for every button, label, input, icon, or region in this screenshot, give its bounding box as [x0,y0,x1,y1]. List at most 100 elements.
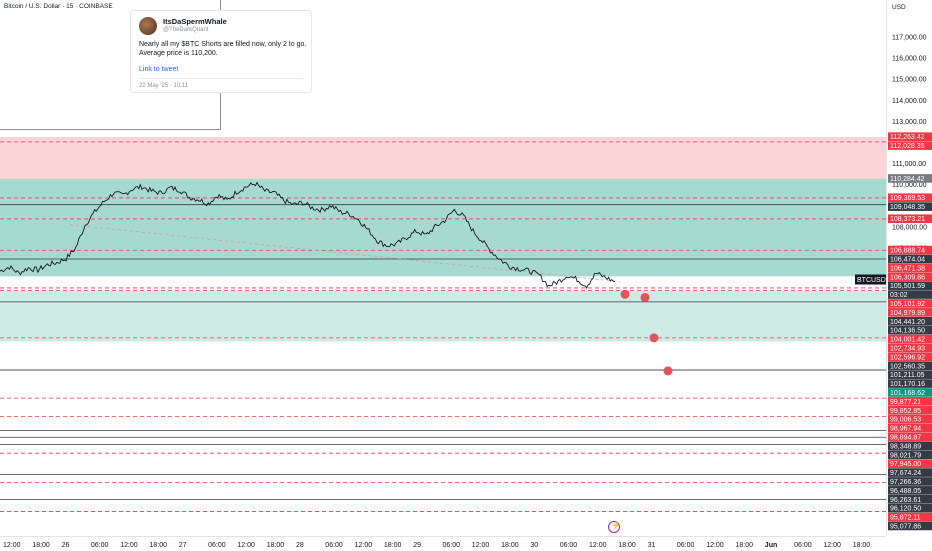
price-tag-bg [888,263,932,273]
time-tick: 06:00 [560,542,578,549]
price-tag: 104,136.50 [890,328,925,335]
price-tag-bg [888,214,932,224]
order-marker[interactable] [649,333,659,343]
price-tag-bg [888,334,932,344]
price-tag: 95,077.86 [890,523,921,530]
price-tag: 99,852.85 [890,408,921,415]
avatar [139,17,157,35]
time-tick: 12:00 [472,542,490,549]
price-tag-bg [888,432,932,442]
price-tag: 106,888.74 [890,248,925,255]
time-tick: 12:00 [237,542,255,549]
time-tick: 12:00 [823,542,841,549]
time-tick: 28 [296,542,304,549]
price-tag: 106,474.04 [890,256,925,263]
order-marker[interactable] [640,292,650,302]
tweet-timestamp: 22 May '25 · 10:11 [139,83,189,89]
price-tag-bg [888,141,932,150]
price-tick: 113,000.00 [892,119,927,126]
zone-demand-upper [0,178,886,277]
tweet-divider [139,78,303,79]
price-tag-bg [888,494,932,504]
currency-label[interactable]: USD [892,4,906,11]
price-tag: 98,021.79 [890,452,921,459]
time-tick: 12:00 [706,542,724,549]
time-tick: 27 [179,542,187,549]
price-tick: 108,000.00 [892,224,927,231]
time-tick: Jun [765,542,777,549]
price-tag: 96,120.50 [890,506,921,513]
price-tag: 97,945.00 [890,461,921,468]
price-tag-bg [888,316,932,326]
price-chart[interactable]: BTCUSD [0,0,886,536]
time-tick: 06:00 [677,542,695,549]
time-tick: 26 [62,542,70,549]
price-tag-bg [888,459,932,468]
price-tick: 115,000.00 [892,77,927,84]
time-tick: 06:00 [794,542,812,549]
price-tag-bg [888,290,932,299]
symbol-title: Bitcoin / U.S. Dollar · 15 · COINBASE [4,3,113,10]
price-tag-bg [888,352,932,362]
tweet-link[interactable]: Link to tweet [139,66,179,73]
time-tick: 06:00 [91,542,109,549]
price-tag: 112,028.35 [890,143,925,150]
price-tag-bg [888,193,932,203]
price-tag-bg [888,503,932,513]
price-tag-bg [888,521,932,531]
price-tag: 110,284.42 [890,176,925,183]
price-tick: 116,000.00 [892,56,927,63]
price-tag-bg [888,281,932,290]
time-tick: 18:00 [267,542,285,549]
price-tag-bg [888,245,932,255]
price-tag: 106,309.86 [890,274,925,281]
price-tag-bg [888,308,932,317]
time-tick: 06:00 [443,542,461,549]
time-tick: 18:00 [32,542,50,549]
price-tick: 117,000.00 [892,35,927,42]
price-tag: 95,872.11 [890,515,921,522]
price-tag: 97,674.24 [890,470,921,477]
price-tag-bg [888,343,932,353]
order-marker[interactable] [663,366,673,376]
lightning-icon[interactable] [608,521,621,533]
time-tick: 18:00 [501,542,519,549]
price-tag-bg [888,361,932,371]
time-tick: 06:00 [325,542,343,549]
time-tick: 18:00 [384,542,402,549]
price-tag: 105,501.59 [890,283,925,290]
price-line [0,181,616,289]
time-tick: 18:00 [853,542,871,549]
time-tick: 12:00 [589,542,607,549]
price-tag-bg [888,174,932,183]
price-tag: 109,369.53 [890,195,925,202]
price-tag-bg [888,202,932,211]
price-tag: 102,560.35 [890,363,925,370]
price-tag-bg [888,299,932,308]
time-tick: 06:00 [208,542,226,549]
price-axis[interactable]: 117,000.00 116,000.00 115,000.00 114,000.00… [886,0,932,536]
symbol-tag-bg [855,274,886,285]
price-tag-bg [888,272,932,282]
price-tag: 99,877.21 [890,399,921,406]
price-tag-bg [888,379,932,388]
price-tag: 98,348.89 [890,443,921,450]
price-tag-bg [888,325,932,335]
chart-area[interactable]: BTCUSD Bitcoin / U.S. Dollar · 15 · COIN… [0,0,886,536]
price-tag: 101,211.05 [890,372,925,379]
order-marker[interactable] [620,289,630,299]
price-tag: 112,263.42 [890,134,925,141]
time-tick: 18:00 [736,542,754,549]
price-tag: 104,001.42 [890,337,925,344]
price-tag: 109,048.35 [890,204,925,211]
symbol-tag: BTCUSD [857,277,886,284]
trend-line [69,224,621,282]
tweet-author-name: ItsDaSpermWhale [163,17,227,26]
price-tag: 96,263.61 [890,497,921,504]
time-tick: 12:00 [120,542,138,549]
price-tag-bg [888,486,932,495]
price-tick: 114,000.00 [892,98,927,105]
price-tag: 106,471.38 [890,265,925,272]
tweet-card: ItsDaSpermWhale @TheDarkQuant Nearly all… [130,10,312,93]
time-axis[interactable]: 12:00 18:00 26 06:00 12:00 18:00 27 06:00 12:00 1… [0,536,886,551]
